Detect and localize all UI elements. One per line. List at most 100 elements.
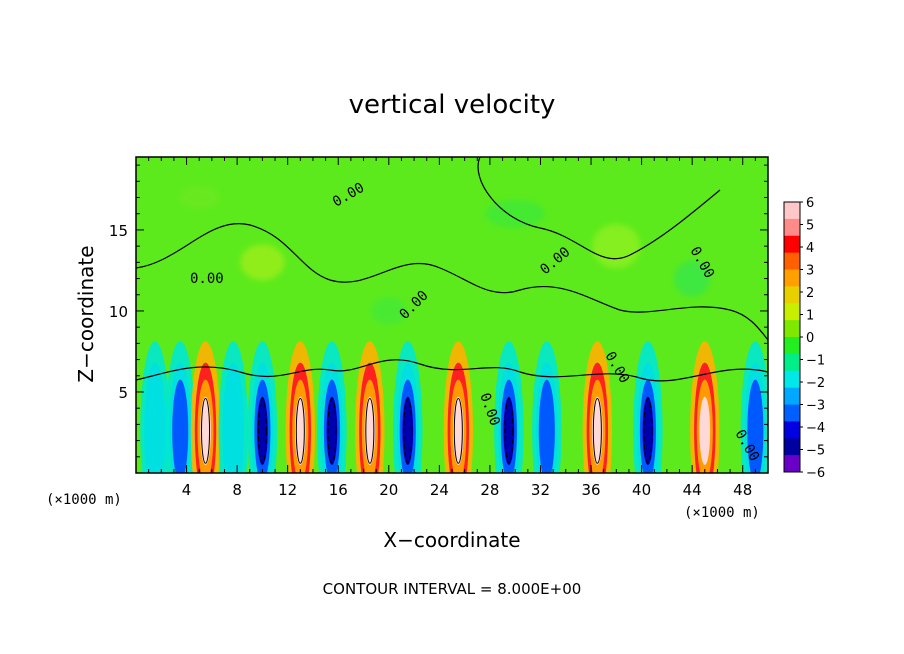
x-tick-label: 24 bbox=[430, 481, 449, 499]
colorbar-tick-label: −3 bbox=[806, 399, 825, 414]
cell-ring bbox=[172, 379, 189, 473]
colorbar-swatch bbox=[784, 202, 800, 220]
cell-updraft bbox=[443, 341, 474, 473]
zero-contour bbox=[136, 359, 768, 382]
colorbar-tick-label: 1 bbox=[806, 309, 814, 324]
zero-contour bbox=[136, 223, 768, 341]
chart-title: vertical velocity bbox=[349, 90, 556, 120]
colorbar-swatch bbox=[784, 269, 800, 287]
x-tick-label: 32 bbox=[531, 481, 550, 499]
cell-ring bbox=[642, 396, 654, 465]
cell-updraft bbox=[690, 341, 720, 473]
colorbar-tick-label: 6 bbox=[806, 196, 814, 211]
cell-contour bbox=[592, 397, 602, 464]
colorbar-tick-label: 0 bbox=[806, 331, 814, 346]
cell-contour bbox=[365, 397, 375, 464]
y-tick-label: 10 bbox=[109, 303, 128, 321]
cell-updraft bbox=[285, 341, 316, 473]
x-axis-label: X−coordinate bbox=[383, 528, 520, 552]
cell-contour bbox=[643, 397, 653, 464]
cell-downdraft bbox=[740, 341, 768, 473]
cell-downdraft bbox=[317, 341, 347, 473]
colorbar-tick-label: 4 bbox=[806, 241, 814, 256]
colorbar-swatch bbox=[784, 370, 800, 389]
plot-area: 0.000.000.000.000.000.000.000.00 bbox=[136, 157, 768, 473]
colorbar-swatch bbox=[784, 235, 800, 254]
cell-contour bbox=[257, 397, 267, 464]
colorbar: 6 5 4 3 2 1 0 −1 −2 −3 −4 −5 −6 bbox=[783, 196, 825, 481]
y-axis-label: Z−coordinate bbox=[74, 245, 98, 382]
cell-contour bbox=[295, 397, 305, 464]
colorbar-swatch bbox=[784, 353, 800, 372]
field-patch bbox=[240, 244, 285, 281]
cell-ring bbox=[503, 396, 515, 465]
x-tick-label: 4 bbox=[182, 481, 192, 499]
x-tick-label: 8 bbox=[232, 481, 242, 499]
colorbar-swatch bbox=[784, 218, 800, 237]
colorbar-tick-label: −1 bbox=[806, 354, 825, 369]
colorbar-swatch bbox=[784, 337, 800, 355]
colorbar-tick-label: −6 bbox=[806, 466, 825, 481]
colorbar-swatch bbox=[784, 438, 800, 456]
cell-contour bbox=[504, 397, 514, 464]
cell-downdraft bbox=[633, 341, 663, 473]
x-tick-label: 44 bbox=[683, 481, 702, 499]
cell-ring bbox=[402, 396, 414, 465]
contour-interval-note: CONTOUR INTERVAL = 8.000E+00 bbox=[323, 580, 582, 598]
cell-downdraft bbox=[247, 341, 278, 473]
cell-ring bbox=[538, 379, 555, 473]
field-patch bbox=[592, 224, 641, 269]
x-tick-label: 48 bbox=[733, 481, 752, 499]
cell-downdraft bbox=[140, 341, 170, 473]
colorbar-swatch bbox=[784, 320, 800, 338]
colorbar-swatch bbox=[784, 455, 800, 473]
cell-ring bbox=[144, 362, 166, 473]
cell-updraft bbox=[190, 341, 221, 473]
cell-ring bbox=[257, 396, 268, 465]
cell-contour bbox=[453, 397, 463, 464]
cell-ring bbox=[294, 396, 306, 465]
cell-ring bbox=[326, 396, 338, 465]
cell-contour bbox=[201, 397, 211, 464]
colorbar-tick-label: −4 bbox=[806, 421, 825, 436]
field-patch bbox=[674, 260, 711, 297]
contour-label: 0.00 bbox=[190, 271, 224, 287]
cell-ring bbox=[747, 379, 764, 473]
cell-ring bbox=[200, 396, 211, 465]
colorbar-swatch bbox=[784, 286, 800, 304]
cell-contour bbox=[327, 397, 337, 464]
cell-downdraft bbox=[218, 341, 249, 473]
cell-ring bbox=[222, 362, 245, 473]
field-patch bbox=[485, 199, 546, 228]
cell-updraft bbox=[355, 341, 385, 473]
x-tick-label: 40 bbox=[632, 481, 651, 499]
colorbar-swatch bbox=[784, 404, 800, 422]
cell-downdraft bbox=[494, 341, 524, 473]
field-patch bbox=[370, 296, 407, 325]
y-tick-label: 15 bbox=[109, 222, 128, 240]
field: 0.000.000.000.000.000.000.000.00 bbox=[136, 157, 768, 473]
cell-ring bbox=[592, 396, 603, 465]
cell-contour bbox=[403, 397, 413, 464]
y-tick-label: 5 bbox=[118, 384, 128, 402]
x-tick-label: 12 bbox=[278, 481, 297, 499]
cell-ring bbox=[452, 396, 464, 465]
colorbar-swatch bbox=[784, 421, 800, 439]
cell-downdraft bbox=[393, 341, 423, 473]
colorbar-swatch bbox=[784, 252, 800, 270]
colorbar-tick-label: −2 bbox=[806, 376, 825, 391]
zero-contour bbox=[477, 157, 721, 260]
x-unit-right: (×1000 m) bbox=[684, 505, 760, 521]
field-patch bbox=[179, 185, 220, 210]
colorbar-tick-label: 2 bbox=[806, 286, 814, 301]
colorbar-swatch bbox=[784, 387, 800, 405]
cell-ring bbox=[364, 396, 376, 465]
cell-ring bbox=[699, 396, 711, 465]
x-tick-label: 20 bbox=[379, 481, 398, 499]
colorbar-tick-label: −5 bbox=[806, 444, 825, 459]
x-unit-left: (×1000 m) bbox=[46, 492, 122, 508]
colorbar-swatch bbox=[784, 303, 800, 321]
x-tick-label: 28 bbox=[480, 481, 499, 499]
